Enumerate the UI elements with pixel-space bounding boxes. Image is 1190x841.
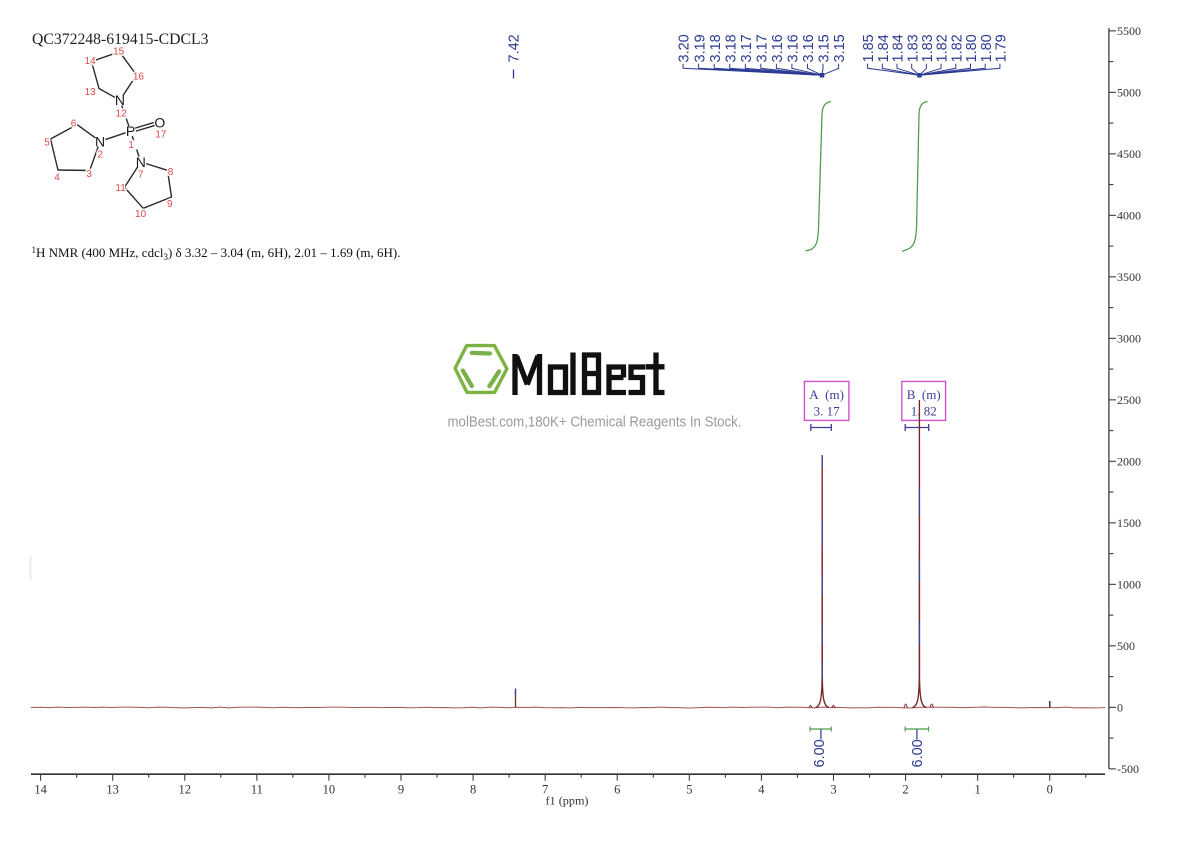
svg-text:1.80: 1.80 [979, 34, 995, 62]
svg-text:13: 13 [85, 87, 97, 98]
svg-text:1500: 1500 [1117, 516, 1141, 530]
svg-text:3. 17: 3. 17 [814, 404, 841, 419]
svg-text:2: 2 [97, 149, 103, 160]
svg-text:15: 15 [113, 47, 125, 58]
svg-text:6: 6 [614, 783, 620, 797]
svg-text:500: 500 [1117, 639, 1135, 653]
svg-text:3.16: 3.16 [801, 34, 817, 62]
svg-text:1H NMR (400 MHz, cdcl3) δ 3.32: 1H NMR (400 MHz, cdcl3) δ 3.32 – 3.04 (m… [32, 245, 401, 262]
svg-text:12: 12 [179, 783, 192, 797]
svg-text:2: 2 [902, 783, 908, 797]
svg-text:10: 10 [323, 783, 336, 797]
svg-text:3.15: 3.15 [832, 34, 848, 62]
svg-text:10: 10 [135, 209, 147, 220]
svg-text:0: 0 [1117, 701, 1123, 715]
svg-text:QC372248-619415-CDCL3: QC372248-619415-CDCL3 [32, 31, 209, 48]
svg-text:9: 9 [167, 199, 173, 210]
svg-text:11: 11 [251, 783, 263, 797]
svg-text:molBest.com,180K+ Chemical Rea: molBest.com,180K+ Chemical Reagents In S… [448, 414, 742, 431]
svg-text:3.17: 3.17 [755, 34, 771, 62]
svg-text:13: 13 [85, 87, 97, 98]
svg-text:1.79: 1.79 [994, 34, 1010, 62]
svg-text:2: 2 [97, 149, 103, 160]
svg-text:5: 5 [44, 138, 50, 149]
svg-text:5500: 5500 [1117, 24, 1141, 38]
svg-text:N: N [95, 133, 105, 149]
svg-text:15: 15 [113, 47, 125, 58]
svg-text:3.17: 3.17 [739, 34, 755, 62]
svg-text:14: 14 [85, 56, 97, 67]
svg-text:8: 8 [470, 783, 476, 797]
svg-text:0: 0 [1047, 783, 1053, 797]
svg-text:16: 16 [133, 71, 145, 82]
svg-text:B (m): B (m) [907, 387, 941, 402]
svg-text:1000: 1000 [1117, 578, 1141, 592]
svg-text:P: P [126, 123, 135, 139]
svg-text:7: 7 [138, 170, 144, 181]
svg-text:3.16: 3.16 [786, 34, 802, 62]
svg-text:8: 8 [168, 167, 174, 178]
svg-text:1: 1 [128, 140, 134, 151]
svg-text:3.18: 3.18 [723, 34, 739, 62]
svg-text:12: 12 [116, 109, 128, 120]
svg-text:3: 3 [86, 169, 92, 180]
svg-text:7: 7 [138, 170, 144, 181]
svg-text:3000: 3000 [1117, 332, 1141, 346]
svg-text:1.82: 1.82 [935, 34, 951, 62]
svg-text:3.20: 3.20 [677, 34, 693, 62]
svg-text:1.84: 1.84 [876, 34, 892, 62]
svg-text:1.82: 1.82 [949, 34, 965, 62]
svg-text:3.19: 3.19 [692, 34, 708, 62]
svg-text:3.18: 3.18 [708, 34, 724, 62]
svg-text:3.16: 3.16 [770, 34, 786, 62]
svg-text:9: 9 [167, 199, 173, 210]
svg-text:10: 10 [135, 209, 147, 220]
svg-text:2000: 2000 [1117, 455, 1141, 469]
svg-text:1.85: 1.85 [861, 34, 877, 62]
svg-text:13: 13 [106, 783, 119, 797]
svg-text:7: 7 [542, 783, 548, 797]
svg-text:1. 82: 1. 82 [911, 404, 937, 419]
svg-text:14: 14 [85, 56, 97, 67]
svg-text:4: 4 [54, 173, 60, 184]
svg-text:4000: 4000 [1117, 209, 1141, 223]
svg-text:5: 5 [44, 138, 50, 149]
svg-text:A (m): A (m) [809, 387, 844, 402]
svg-text:O: O [154, 114, 165, 130]
svg-text:6.00: 6.00 [812, 739, 828, 767]
svg-text:6: 6 [71, 119, 77, 130]
svg-text:11: 11 [115, 183, 126, 194]
svg-text:1: 1 [975, 783, 981, 797]
svg-text:16: 16 [133, 71, 145, 82]
svg-text:6.00: 6.00 [910, 739, 926, 767]
svg-text:1.83: 1.83 [905, 34, 921, 62]
svg-text:3: 3 [830, 783, 836, 797]
svg-text:3: 3 [86, 169, 92, 180]
svg-text:2500: 2500 [1117, 393, 1141, 407]
svg-text:1.83: 1.83 [920, 34, 936, 62]
svg-text:3500: 3500 [1117, 270, 1141, 284]
svg-text:11: 11 [115, 183, 126, 194]
svg-text:9: 9 [398, 783, 404, 797]
svg-text:N: N [115, 92, 125, 108]
svg-text:6: 6 [71, 119, 77, 130]
svg-text:-500: -500 [1117, 762, 1139, 776]
svg-text:12: 12 [116, 109, 128, 120]
svg-text:1: 1 [128, 140, 134, 151]
svg-text:4500: 4500 [1117, 147, 1141, 161]
svg-text:14: 14 [34, 783, 47, 797]
svg-text:N: N [136, 154, 146, 170]
svg-text:4: 4 [758, 783, 765, 797]
svg-text:8: 8 [168, 167, 174, 178]
svg-text:1.80: 1.80 [964, 34, 980, 62]
svg-text:1.84: 1.84 [891, 34, 907, 62]
svg-text:f1 (ppm): f1 (ppm) [546, 796, 589, 808]
svg-text:7.42: 7.42 [507, 34, 523, 62]
svg-text:3.15: 3.15 [817, 34, 833, 62]
svg-text:17: 17 [155, 130, 167, 141]
svg-text:17: 17 [155, 130, 167, 141]
svg-text:5000: 5000 [1117, 86, 1141, 100]
svg-text:5: 5 [686, 783, 692, 797]
svg-text:4: 4 [54, 173, 60, 184]
